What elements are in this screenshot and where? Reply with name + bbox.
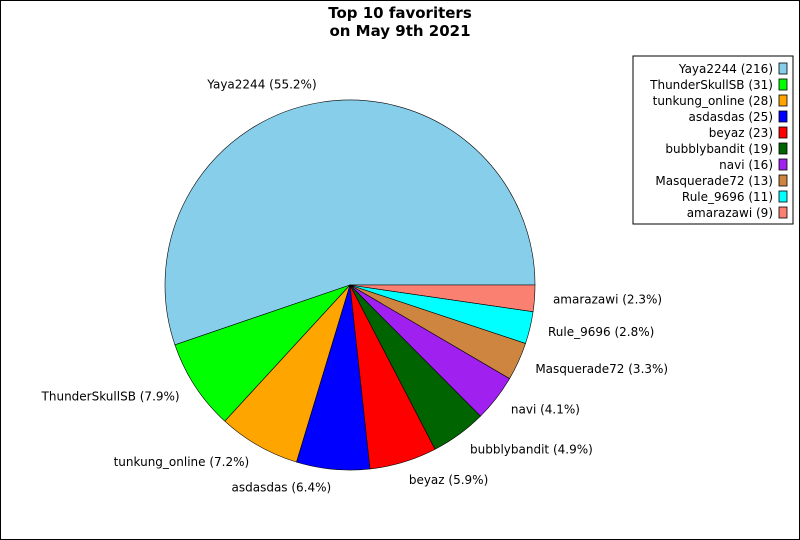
slice-label-rule-9696: Rule_9696 (2.8%)	[548, 325, 654, 339]
legend-swatch-thunderskullsb	[778, 78, 788, 91]
slice-label-yaya2244: Yaya2244 (55.2%)	[206, 77, 316, 91]
legend: Yaya2244 (216) ThunderSkullSB (31) tunkung…	[632, 55, 794, 225]
slice-label-amarazawi: amarazawi (2.3%)	[553, 293, 662, 307]
legend-label-thunderskullsb: ThunderSkullSB (31)	[649, 78, 773, 92]
chart-title-line-2: on May 9th 2021	[329, 22, 470, 40]
legend-swatch-rule-9696	[778, 190, 788, 203]
legend-swatch-bubblybandit	[778, 142, 788, 155]
legend-swatch-asdasdas	[778, 110, 788, 123]
legend-box	[632, 55, 794, 225]
slice-label-masquerade72: Masquerade72 (3.3%)	[535, 362, 668, 376]
legend-swatch-beyaz	[778, 126, 788, 139]
pie-slice-amarazawi	[349, 284, 536, 313]
legend-swatch-yaya2244	[778, 62, 788, 75]
slice-label-thunderskullsb: ThunderSkullSB (7.9%)	[41, 389, 180, 403]
legend-label-masquerade72: Masquerade72 (13)	[655, 174, 773, 188]
legend-label-beyaz: beyaz (23)	[709, 126, 773, 140]
legend-label-bubblybandit: bubblybandit (19)	[665, 142, 773, 156]
pie-slices	[164, 99, 536, 471]
legend-swatch-tunkung-online	[778, 94, 788, 107]
slice-label-navi: navi (4.1%)	[511, 403, 580, 417]
legend-label-yaya2244: Yaya2244 (216)	[678, 62, 773, 76]
slice-label-asdasdas: asdasdas (6.4%)	[232, 481, 332, 495]
slice-label-bubblybandit: bubblybandit (4.9%)	[470, 442, 593, 456]
slice-labels: Yaya2244 (55.2%) ThunderSkullSB (7.9%) tun…	[41, 77, 669, 494]
legend-label-amarazawi: amarazawi (9)	[687, 206, 773, 220]
legend-label-navi: navi (16)	[719, 158, 773, 172]
slice-label-beyaz: beyaz (5.9%)	[409, 473, 488, 487]
legend-label-tunkung-online: tunkung_online (28)	[653, 94, 773, 108]
legend-swatch-amarazawi	[778, 206, 788, 219]
legend-label-rule-9696: Rule_9696 (11)	[682, 190, 773, 204]
pie-slice-yaya2244	[164, 99, 536, 346]
slice-label-tunkung-online: tunkung_online (7.2%)	[114, 455, 250, 469]
legend-swatch-navi	[778, 158, 788, 171]
chart-title-line-1: Top 10 favoriters	[328, 4, 472, 22]
legend-label-asdasdas: asdasdas (25)	[689, 110, 774, 124]
pie-slice-thunderskullsb	[174, 284, 351, 422]
legend-swatch-masquerade72	[778, 174, 788, 187]
